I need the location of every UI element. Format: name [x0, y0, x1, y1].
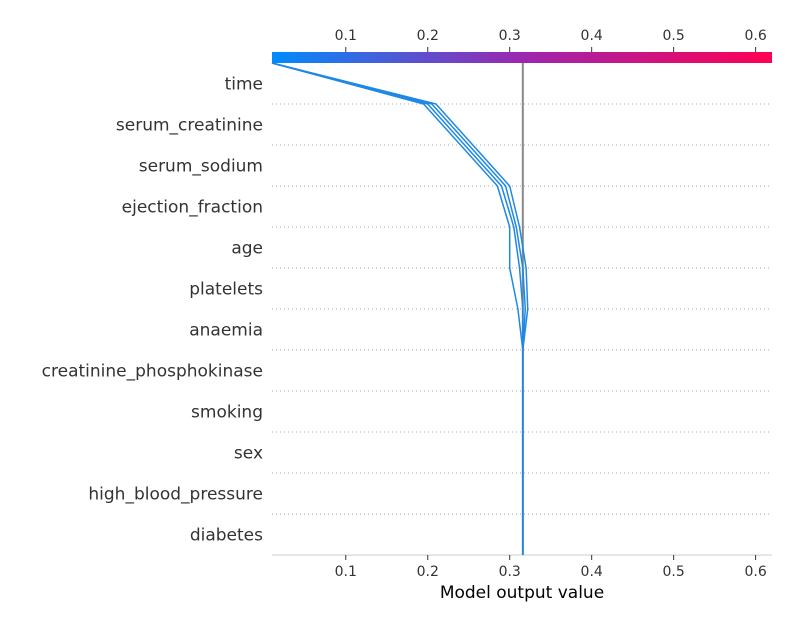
top-tick-label: 0.5: [663, 28, 685, 44]
bottom-axis: 0.1 0.2 0.3 0.4 0.5 0.6: [335, 555, 767, 580]
bottom-tick-label: 0.3: [499, 564, 521, 580]
grid-lines: [272, 103, 772, 515]
top-axis: 0.1 0.2 0.3 0.4 0.5 0.6: [335, 28, 767, 52]
top-tick-label: 0.4: [581, 28, 603, 44]
feature-label-high-blood-pressure: high_blood_pressure: [88, 485, 263, 505]
top-tick-label: 0.2: [417, 28, 439, 44]
colorbar: [272, 52, 772, 63]
decision-line-4: [271, 62, 529, 555]
bottom-tick-label: 0.1: [335, 564, 357, 580]
feature-label-platelets: platelets: [189, 280, 263, 300]
feature-label-ejection-fraction: ejection_fraction: [122, 198, 263, 218]
bottom-tick-label: 0.6: [744, 564, 766, 580]
top-tick-label: 0.3: [499, 28, 521, 44]
bottom-tick-label: 0.5: [663, 564, 685, 580]
feature-label-serum-creatinine: serum_creatinine: [116, 116, 263, 136]
feature-label-anaemia: anaemia: [189, 321, 263, 341]
feature-label-time: time: [225, 75, 263, 95]
feature-label-sex: sex: [234, 444, 263, 464]
bottom-tick-label: 0.2: [417, 564, 439, 580]
decision-line-1: [271, 62, 524, 555]
feature-label-diabetes: diabetes: [190, 526, 263, 546]
feature-label-serum-sodium: serum_sodium: [139, 157, 263, 177]
x-axis-label: Model output value: [440, 583, 604, 603]
decision-line-2: [271, 62, 524, 555]
decision-lines: [271, 62, 529, 555]
top-tick-label: 0.1: [335, 28, 357, 44]
feature-labels: time serum_creatinine serum_sodium ejection…: [42, 75, 263, 546]
top-tick-label: 0.6: [744, 28, 766, 44]
bottom-tick-label: 0.4: [581, 564, 603, 580]
feature-label-smoking: smoking: [191, 403, 263, 423]
feature-label-creatinine-phosphokinase: creatinine_phosphokinase: [42, 362, 263, 382]
decision-line-3: [271, 62, 527, 555]
feature-label-age: age: [231, 239, 263, 259]
